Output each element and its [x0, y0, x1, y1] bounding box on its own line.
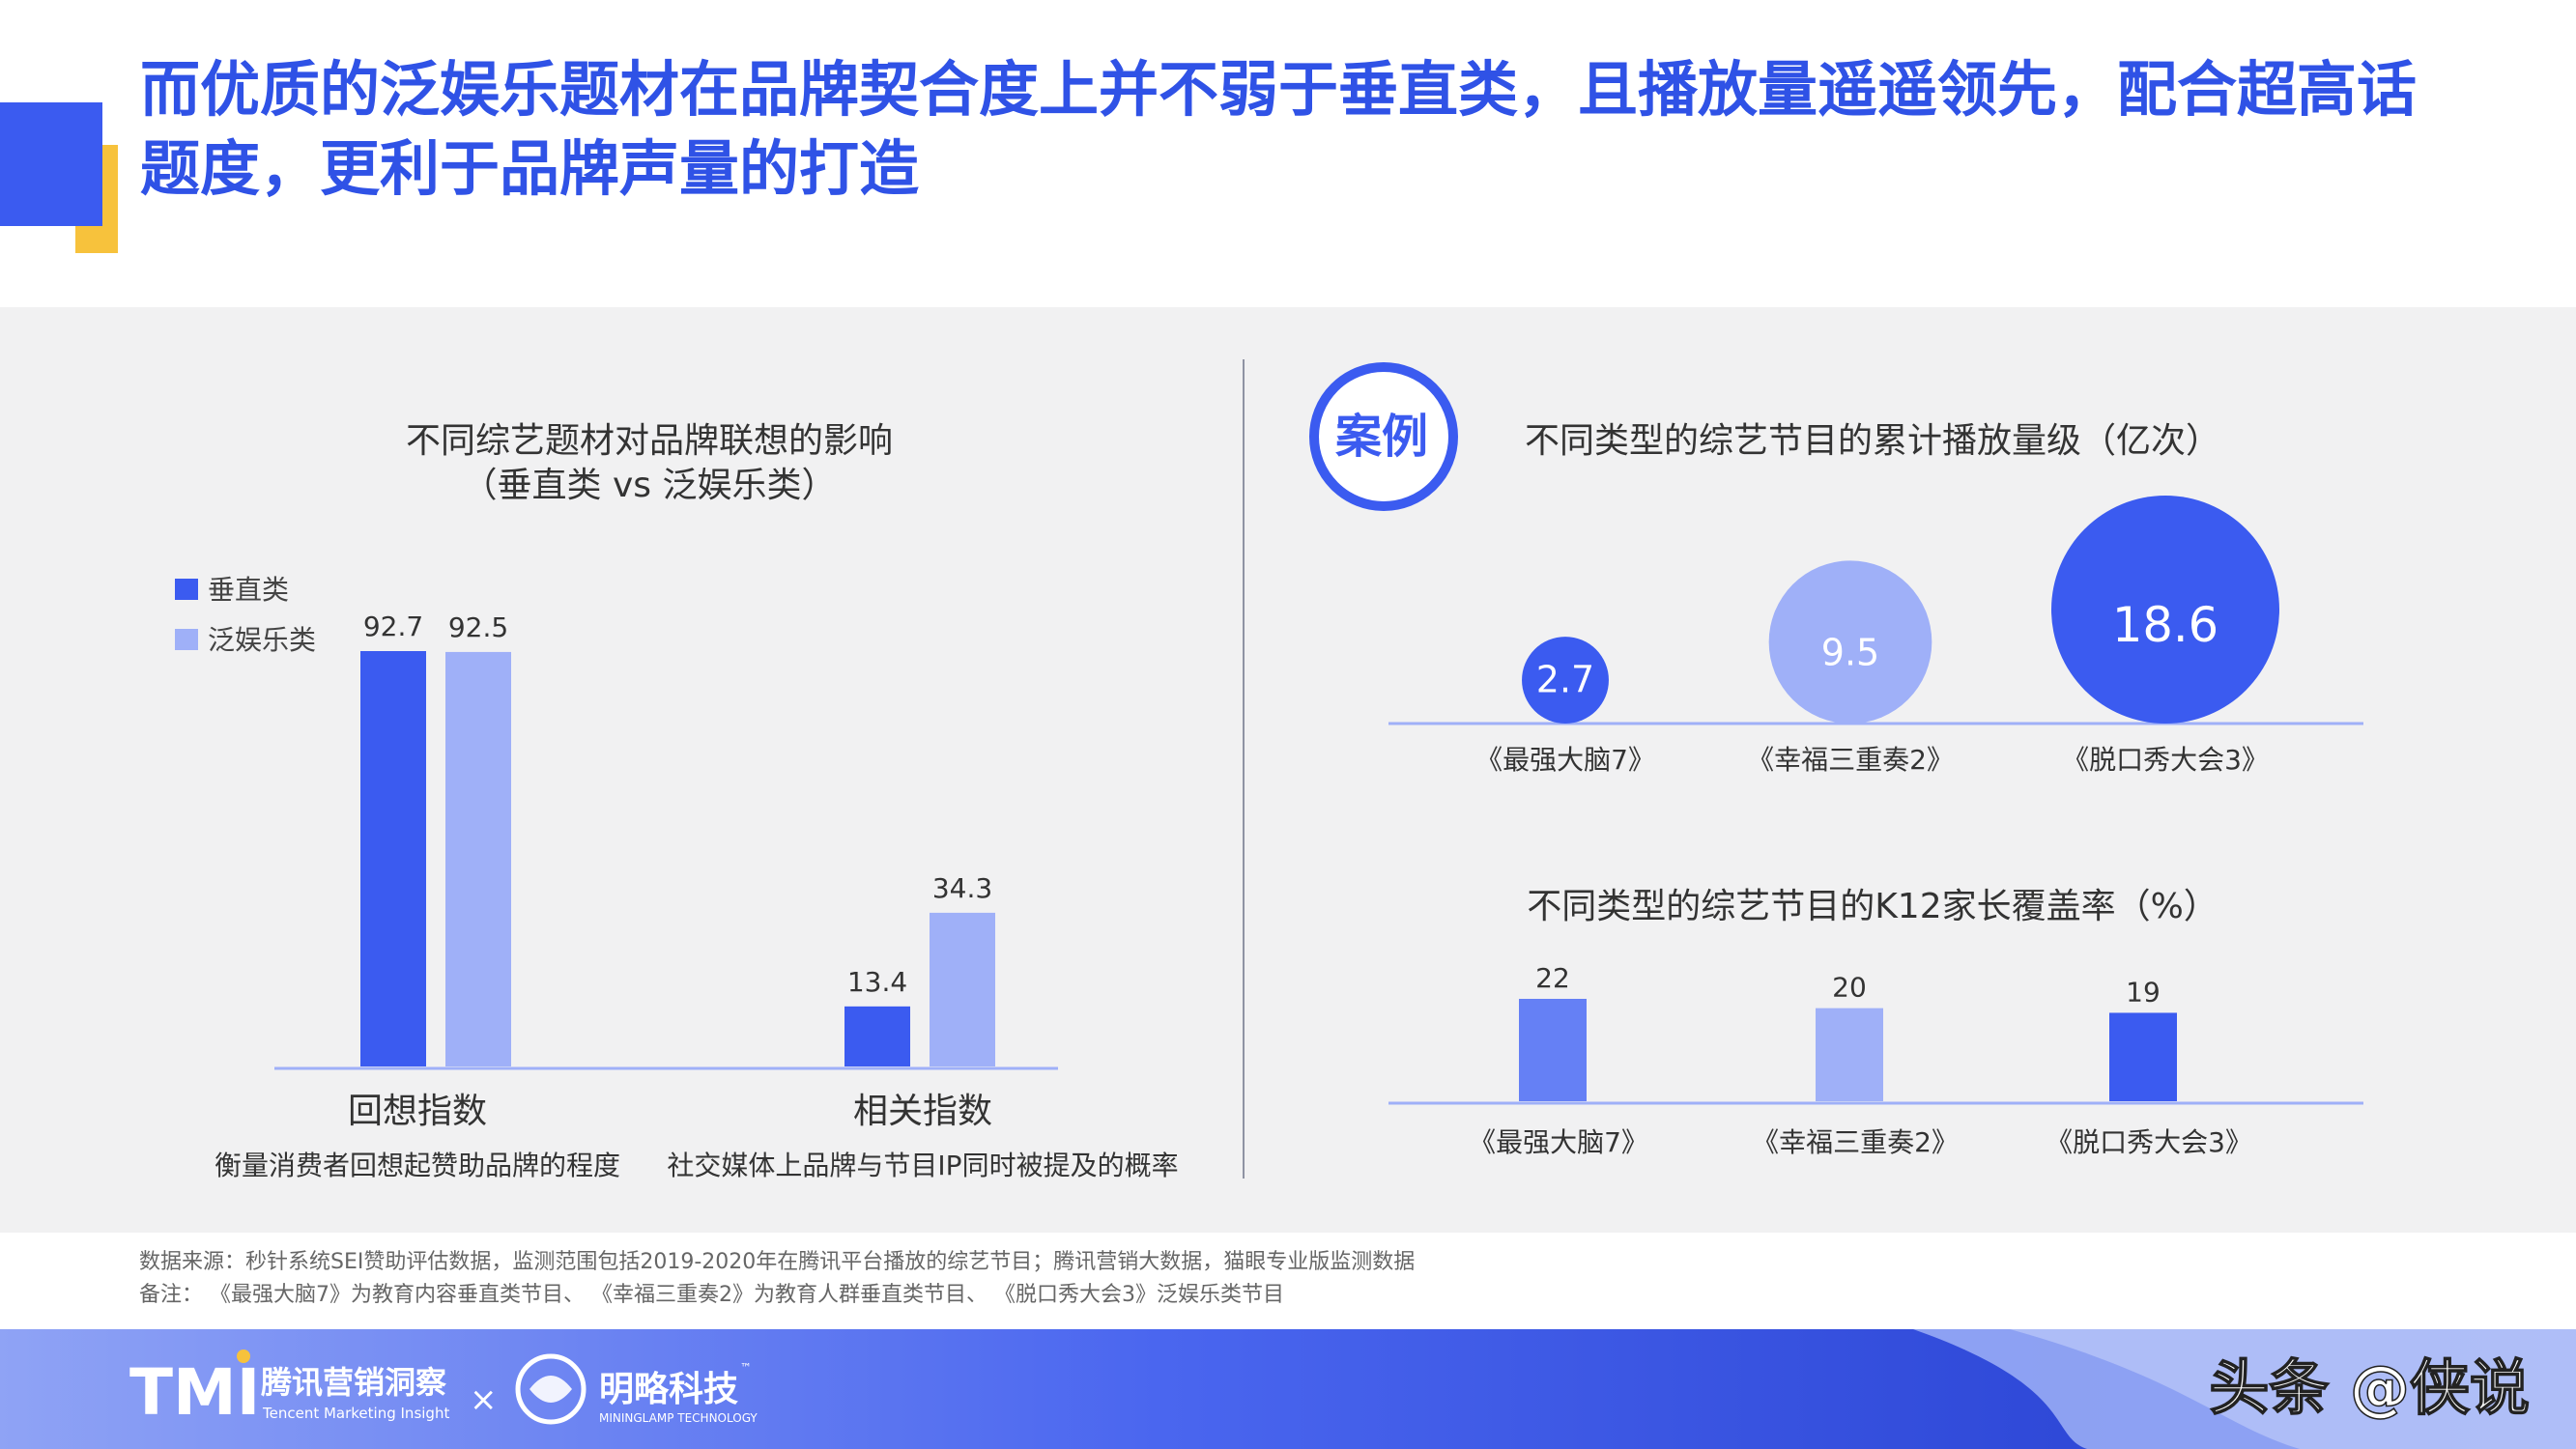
- bubble-2: [2051, 496, 2279, 724]
- page-title: 而优质的泛娱乐题材在品牌契合度上并不弱于垂直类，且播放量遥遥领先，配合超高话题度…: [140, 54, 2418, 204]
- chart-brand-association: 不同综艺题材对品牌联想的影响 （垂直类 vs 泛娱乐类） 垂直类 泛娱乐类 92…: [175, 421, 1179, 1181]
- bubble-category-label: 《脱口秀大会3》: [2062, 744, 2269, 776]
- bar-value-label: 92.7: [363, 611, 423, 642]
- bar-entertainment-1: [930, 912, 995, 1066]
- watermark: 头条 @侠说: [2209, 1352, 2530, 1423]
- coverage-category-label: 《幸福三重奏2》: [1752, 1126, 1959, 1158]
- coverage-value-label: 20: [1832, 972, 1867, 1004]
- cross-mark: ×: [470, 1380, 498, 1419]
- footer-banner: TMI 腾讯营销洞察 Tencent Marketing Insight × 明…: [0, 1329, 2576, 1449]
- chart3-title: 不同类型的综艺节目的K12家长覆盖率（%）: [1527, 887, 2218, 926]
- coverage-category-label: 《最强大脑7》: [1469, 1126, 1648, 1158]
- remark-note: 备注： 《最强大脑7》为教育内容垂直类节目、 《幸福三重奏2》为教育人群垂直类节…: [139, 1283, 1284, 1307]
- coverage-category-label: 《脱口秀大会3》: [2046, 1126, 2252, 1158]
- chart-play-volume: 不同类型的综艺节目的累计播放量级（亿次） 2.7 《最强大脑7》 9.5 《幸福三重奏…: [1388, 421, 2363, 776]
- chart1-subtitle: （垂直类 vs 泛娱乐类）: [463, 466, 837, 505]
- coverage-bar-2: [2109, 1012, 2177, 1101]
- mininglamp-cn-name: 明略科技: [599, 1370, 738, 1409]
- chart1-title: 不同综艺题材对品牌联想的影响: [406, 421, 893, 461]
- bar-entertainment-0: [445, 651, 511, 1066]
- tmi-logo: TMI: [129, 1355, 260, 1430]
- mininglamp-en-name: MININGLAMP TECHNOLOGY: [599, 1411, 758, 1425]
- case-badge-label: 案例: [1335, 410, 1428, 464]
- tmi-cn-name: 腾讯营销洞察: [261, 1364, 446, 1401]
- bubble-category-label: 《幸福三重奏2》: [1747, 744, 1954, 776]
- legend-label-entertainment: 泛娱乐类: [208, 624, 316, 656]
- chart-k12-coverage: 不同类型的综艺节目的K12家长覆盖率（%） 22 《最强大脑7》 20 《幸福三重奏2…: [1388, 887, 2363, 1158]
- x-tick-recall: 回想指数: [348, 1092, 487, 1131]
- tmi-logo-dot: [237, 1350, 250, 1363]
- bar-vertical-0: [360, 651, 426, 1066]
- bar-value-label: 92.5: [448, 611, 508, 643]
- legend-label-vertical: 垂直类: [208, 574, 289, 606]
- panel-divider: [1243, 359, 1245, 1179]
- accent-blue-block: [0, 102, 102, 226]
- coverage-value-label: 22: [1535, 962, 1570, 994]
- bubble-category-label: 《最强大脑7》: [1475, 744, 1655, 776]
- category-note-relevance: 社交媒体上品牌与节目IP同时被提及的概率: [667, 1150, 1178, 1181]
- coverage-bar-0: [1519, 999, 1587, 1101]
- mininglamp-logo-icon: [515, 1353, 587, 1425]
- bar-value-label: 34.3: [932, 872, 992, 904]
- coverage-value-label: 19: [2126, 976, 2161, 1008]
- legend-swatch-entertainment: [175, 629, 198, 650]
- case-badge: 案例: [1309, 362, 1458, 511]
- legend-swatch-vertical: [175, 579, 198, 600]
- bubble-value-label: 9.5: [1821, 631, 1879, 673]
- category-note-recall: 衡量消费者回想起赞助品牌的程度: [215, 1150, 620, 1181]
- notes: 数据来源：秒针系统SEI赞助评估数据，监测范围包括2019-2020年在腾讯平台…: [139, 1246, 1415, 1312]
- bar-vertical-1: [844, 1006, 910, 1066]
- bubble-value-label: 2.7: [1536, 659, 1594, 701]
- bar-value-label: 13.4: [847, 966, 907, 998]
- bubble-1: [1768, 560, 1932, 724]
- bubble-0: [1522, 637, 1609, 724]
- x-tick-relevance: 相关指数: [853, 1092, 992, 1131]
- tmi-en-name: Tencent Marketing Insight: [262, 1405, 449, 1422]
- source-note: 数据来源：秒针系统SEI赞助评估数据，监测范围包括2019-2020年在腾讯平台…: [139, 1250, 1416, 1274]
- mininglamp-tm: ™: [740, 1361, 752, 1375]
- coverage-bar-1: [1816, 1008, 1883, 1101]
- bubble-value-label: 18.6: [2112, 597, 2218, 653]
- chart2-title: 不同类型的综艺节目的累计播放量级（亿次）: [1525, 421, 2220, 461]
